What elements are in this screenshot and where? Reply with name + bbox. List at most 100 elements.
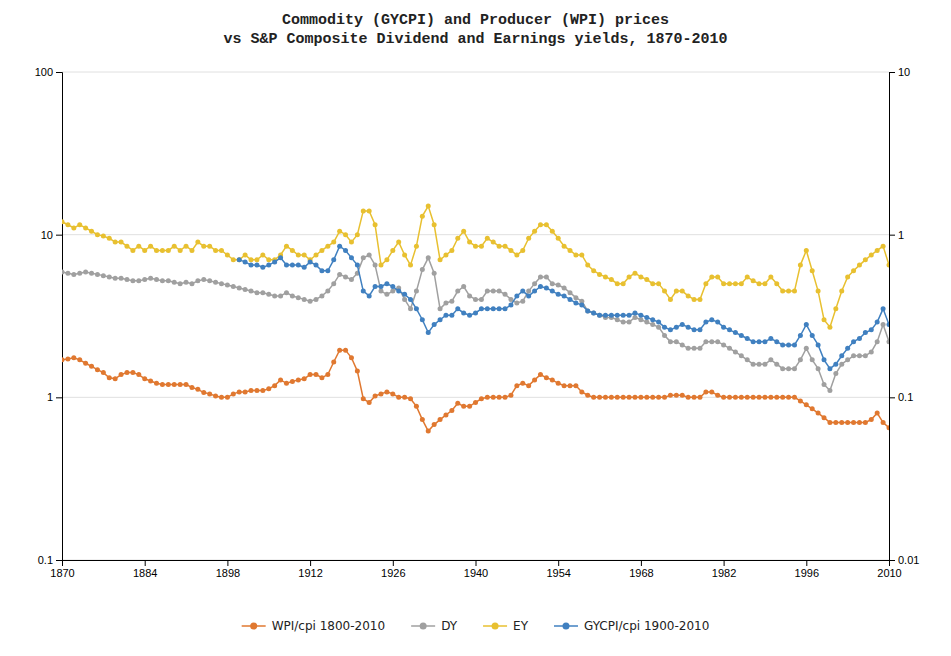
marker [479, 306, 484, 311]
marker [780, 395, 785, 400]
marker [343, 274, 348, 279]
marker [485, 236, 490, 241]
marker [201, 277, 206, 282]
marker [308, 372, 313, 377]
marker [83, 269, 88, 274]
marker [827, 388, 832, 393]
marker [237, 389, 242, 394]
marker [715, 274, 720, 279]
marker [361, 396, 366, 401]
marker [420, 214, 425, 219]
marker [148, 379, 153, 384]
marker [71, 272, 76, 277]
marker [142, 376, 147, 381]
marker [249, 263, 254, 268]
marker [727, 346, 732, 351]
legend-marker [492, 623, 499, 630]
marker [721, 395, 726, 400]
marker [260, 265, 265, 270]
marker [585, 263, 590, 268]
marker [290, 379, 295, 384]
marker [845, 274, 850, 279]
tick-label: 10 [898, 66, 910, 78]
marker [136, 372, 141, 377]
marker [254, 290, 259, 295]
tick-mark [889, 397, 895, 398]
marker [107, 274, 112, 279]
marker [615, 395, 620, 400]
tick-label: 1912 [298, 567, 322, 579]
marker [727, 281, 732, 286]
marker [254, 388, 259, 393]
marker [721, 342, 726, 347]
marker [609, 313, 614, 318]
marker [343, 248, 348, 253]
marker [703, 339, 708, 344]
marker [296, 377, 301, 382]
tick-mark [558, 560, 559, 566]
marker [219, 395, 224, 400]
marker [438, 317, 443, 322]
marker [514, 301, 519, 306]
marker [414, 306, 419, 311]
plot-area [62, 204, 889, 434]
marker [390, 284, 395, 289]
marker [373, 263, 378, 268]
marker [101, 273, 106, 278]
marker [172, 280, 177, 285]
marker [355, 232, 360, 237]
marker [443, 412, 448, 417]
series-markers [237, 244, 889, 372]
marker [62, 269, 65, 274]
marker [851, 339, 856, 344]
grid-line [62, 234, 889, 235]
marker [62, 357, 65, 362]
marker [786, 395, 791, 400]
marker [762, 281, 767, 286]
marker [774, 339, 779, 344]
tick-label: 1996 [795, 567, 819, 579]
marker [201, 390, 206, 395]
marker [650, 322, 655, 327]
marker [532, 377, 537, 382]
tick: 0.01 [889, 554, 919, 566]
marker [243, 252, 248, 257]
marker [178, 248, 183, 253]
marker [579, 389, 584, 394]
marker [833, 362, 838, 367]
marker [438, 306, 443, 311]
marker [184, 280, 189, 285]
marker [189, 281, 194, 286]
marker [544, 286, 549, 291]
tick-label: 1870 [50, 567, 74, 579]
tick: 1968 [629, 560, 653, 579]
marker [237, 257, 242, 262]
marker [314, 297, 319, 302]
legend-label: EY [513, 619, 529, 633]
marker [715, 393, 720, 398]
marker [857, 336, 862, 341]
marker [119, 240, 124, 245]
marker [361, 255, 366, 260]
marker [201, 244, 206, 249]
marker [887, 425, 890, 430]
marker [384, 389, 389, 394]
marker [827, 325, 832, 330]
marker [544, 274, 549, 279]
marker [314, 263, 319, 268]
marker [461, 404, 466, 409]
chart: 1870188418981912192619401954196819821996… [0, 0, 951, 656]
marker [550, 377, 555, 382]
tick: 1982 [712, 560, 736, 579]
marker [792, 366, 797, 371]
marker [148, 244, 153, 249]
marker [455, 306, 460, 311]
marker [337, 348, 342, 353]
tick: 1898 [216, 560, 240, 579]
marker [881, 322, 886, 327]
marker [461, 310, 466, 315]
axis-line [890, 73, 896, 561]
marker [627, 395, 632, 400]
marker [219, 248, 224, 253]
marker [591, 310, 596, 315]
